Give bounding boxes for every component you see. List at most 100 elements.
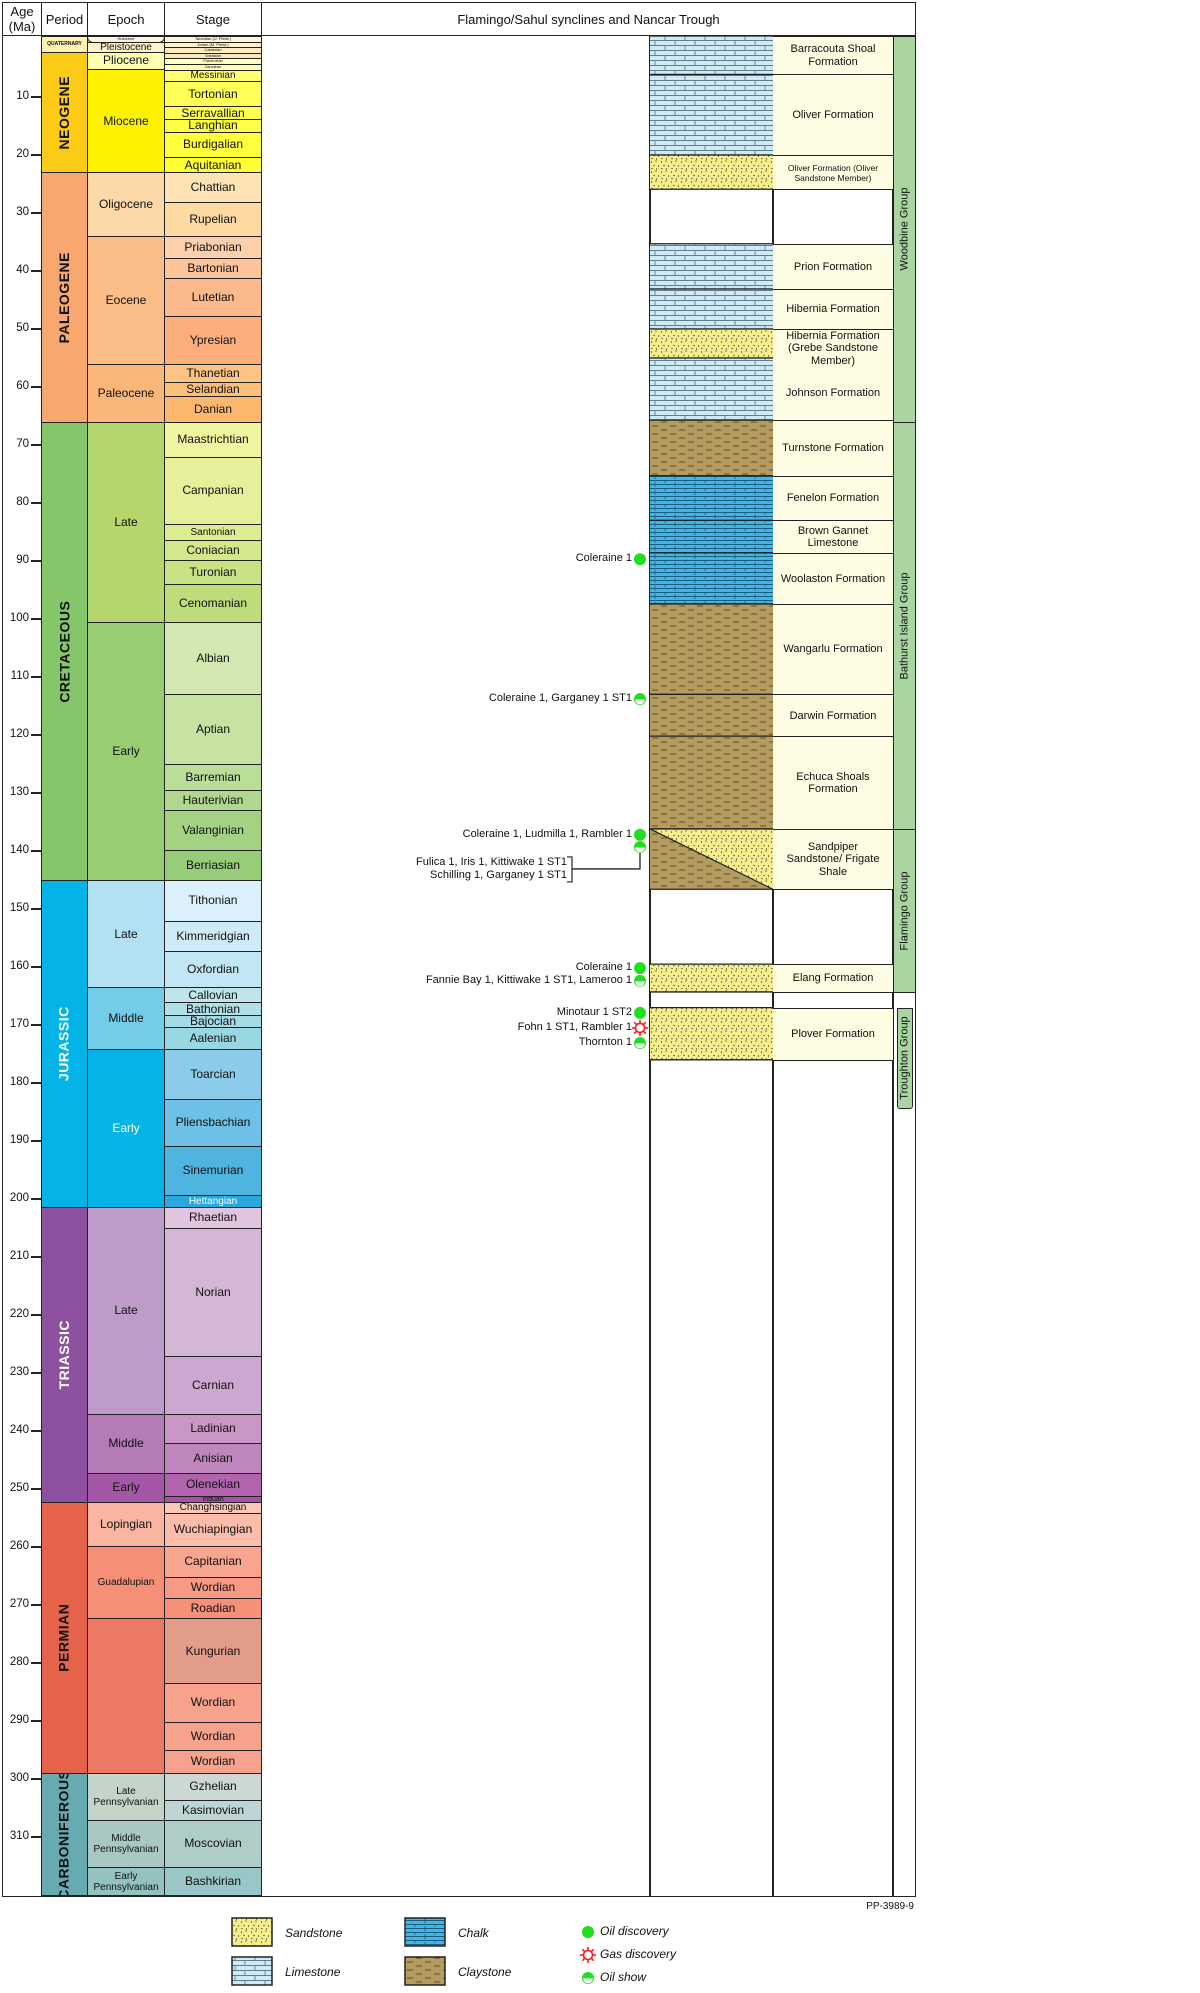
stage-wordian: Wordian	[164, 1750, 262, 1774]
age-tick-label: 50	[16, 322, 29, 334]
stage-carnian: Carnian	[164, 1355, 262, 1415]
formation-oliver-formation-label: Oliver Formation	[792, 108, 874, 121]
legend-chalk-label: Chalk	[458, 1926, 489, 1940]
stage-turonian-label: Turonian	[189, 564, 237, 579]
stage-kimmeridgian-label: Kimmeridgian	[176, 929, 250, 944]
stage-changhsingian-label: Changhsingian	[179, 1502, 247, 1514]
age-tick	[31, 1488, 42, 1490]
epoch-miocene-label: Miocene	[103, 113, 149, 128]
age-tick-label: 310	[9, 1830, 29, 1842]
stage-selandian: Selandian	[164, 382, 262, 398]
formation-darwin-formation: Darwin Formation	[773, 694, 893, 738]
stage-aptian: Aptian	[164, 694, 262, 765]
well-label: Coleraine 1	[575, 552, 632, 565]
lithology-column	[650, 35, 773, 1061]
header-section-title: Flamingo/Sahul synclines and Nancar Trou…	[261, 2, 916, 36]
age-tick	[31, 1836, 42, 1838]
stage-calabrian-label: Calabrian	[204, 47, 222, 53]
stage-bartonian: Bartonian	[164, 258, 262, 279]
stage-hettangian-label: Hettangian	[188, 1195, 238, 1207]
formation-elang-formation: Elang Formation	[773, 964, 893, 993]
legend-limestone-label: Limestone	[285, 1965, 341, 1979]
age-tick-label: 200	[9, 1192, 29, 1204]
epoch-guadalupian-label: Guadalupian	[97, 1577, 155, 1589]
epoch-guadalupian: Guadalupian	[87, 1545, 165, 1620]
age-tick-label: 290	[9, 1714, 29, 1726]
stage-olenekian-label: Olenekian	[185, 1477, 241, 1492]
stage-ladinian: Ladinian	[164, 1413, 262, 1444]
epoch-lopingian-label: Lopingian	[99, 1516, 153, 1531]
age-tick	[31, 1778, 42, 1780]
stage-tortonian-label: Tortonian	[188, 86, 238, 101]
formation-sandpiper-sandstone-frigate-shale: Sandpiper Sandstone/ Frigate Shale	[773, 828, 893, 891]
well-label: Coleraine 1, Garganey 1 ST1	[488, 692, 632, 705]
stage-valanginian-label: Valanginian	[182, 822, 244, 837]
stage-santonian-label: Santonian	[190, 526, 236, 538]
stage-kimmeridgian: Kimmeridgian	[164, 921, 262, 953]
age-tick	[31, 734, 42, 736]
lithology-claystone	[650, 603, 773, 695]
stage-aptian-label: Aptian	[195, 722, 231, 737]
epoch-header-label: Epoch	[107, 11, 145, 27]
group-troughton-group-label: Troughton Group	[899, 1016, 911, 1100]
age-tick	[31, 386, 42, 388]
stage-bajocian-label: Bajocian	[189, 1015, 237, 1028]
stage-gelasian-label: Gelasian	[205, 52, 221, 58]
age-tick	[31, 1256, 42, 1258]
well-label: Minotaur 1 ST2	[556, 1005, 632, 1018]
header-stage: Stage	[164, 2, 262, 36]
stage-roadian-label: Roadian	[190, 1601, 236, 1616]
age-tick	[31, 1720, 42, 1722]
formation-plover-formation: Plover Formation	[773, 1007, 893, 1061]
stage-kungurian-label: Kungurian	[185, 1643, 241, 1658]
period-quaternary-label: QUATERNARY	[47, 40, 82, 47]
stage-maastrichtian-label: Maastrichtian	[177, 432, 249, 447]
formation-darwin-formation-label: Darwin Formation	[789, 709, 877, 722]
stage-campanian-label: Campanian	[182, 483, 244, 498]
stage-olenekian: Olenekian	[164, 1472, 262, 1497]
stage-langhian-label: Langhian	[188, 119, 238, 133]
group-bathurst-island-group: Bathurst Island Group	[893, 421, 916, 830]
age-tick	[31, 1372, 42, 1374]
age-tick-label: 10	[16, 90, 29, 102]
epoch-late-label: Late	[114, 926, 138, 941]
age-tick-label: 90	[16, 554, 29, 566]
lithology-sandstone	[650, 155, 773, 190]
well-label: Schilling 1, Garganey 1 ST1	[430, 868, 567, 881]
gas-discovery-icon	[579, 1946, 597, 1964]
stage-toarcian: Toarcian	[164, 1048, 262, 1100]
formation-hibernia-formation-grebe-sandstone-member-label: Hibernia Formation (Grebe Sandstone Memb…	[786, 329, 880, 367]
stage-bathonian-label: Bathonian	[185, 1002, 241, 1016]
age-tick-label: 250	[9, 1482, 29, 1494]
stage-cenomanian: Cenomanian	[164, 583, 262, 623]
epoch-late-pennsylvanian-label: Late Pennsylvanian	[93, 1785, 159, 1808]
stage-wordian-label: Wordian	[190, 1754, 236, 1769]
stage-sinemurian: Sinemurian	[164, 1145, 262, 1196]
epoch-pleistocene-label: Pleistocene	[100, 42, 152, 53]
stage-barremian-label: Barremian	[185, 769, 241, 784]
epoch-middle-label: Middle	[108, 1010, 144, 1025]
stage-burdigalian-label: Burdigalian	[182, 137, 244, 152]
stage-danian-label: Danian	[193, 401, 233, 416]
stage-tortonian: Tortonian	[164, 81, 262, 108]
formation-barracouta-shoal-formation-label: Barracouta Shoal Formation	[790, 43, 876, 68]
legend-chalk-swatch	[404, 1917, 446, 1947]
stage-oxfordian: Oxfordian	[164, 951, 262, 989]
formation-oliver-formation-oliver-sandstone-member-label: Oliver Formation (Oliver Sandstone Membe…	[787, 162, 879, 183]
lithology-chalk	[650, 520, 773, 553]
legend-sandstone-swatch	[231, 1917, 273, 1947]
age-tick	[31, 444, 42, 446]
epoch-middle: Middle	[87, 987, 165, 1050]
epoch-middle-label: Middle	[108, 1436, 144, 1451]
stage-valanginian: Valanginian	[164, 809, 262, 851]
group-troughton-group: Troughton Group	[897, 1007, 913, 1109]
stage-serravallian-label: Serravallian	[181, 106, 245, 120]
age-tick-label: 270	[9, 1598, 29, 1610]
age-tick	[31, 1140, 42, 1142]
stage-lutetian: Lutetian	[164, 277, 262, 318]
facies-boundary	[650, 828, 773, 890]
age-tick-label: 70	[16, 438, 29, 450]
epoch-late: Late	[87, 1206, 165, 1415]
stage-sinemurian-label: Sinemurian	[182, 1163, 244, 1178]
stage-albian-label: Albian	[196, 651, 230, 666]
